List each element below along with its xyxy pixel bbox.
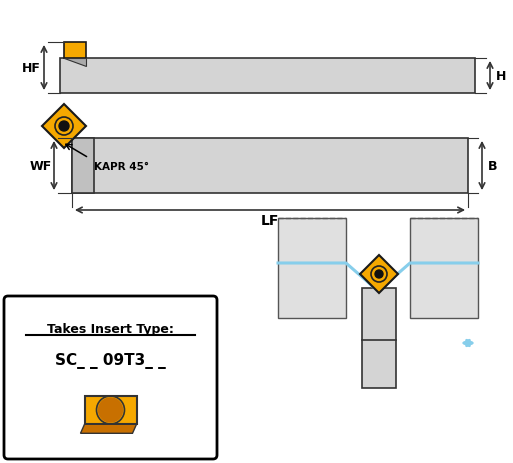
Bar	[72, 139, 468, 194]
Bar	[72, 139, 94, 194]
Polygon shape	[81, 425, 136, 433]
Polygon shape	[85, 396, 136, 425]
Polygon shape	[64, 59, 86, 67]
Bar	[362, 288, 396, 388]
Polygon shape	[360, 256, 398, 294]
Text: LF: LF	[261, 213, 279, 227]
Circle shape	[375, 270, 383, 278]
Polygon shape	[42, 105, 86, 149]
Bar	[278, 219, 346, 319]
Bar	[60, 59, 475, 94]
Text: WF: WF	[30, 160, 52, 173]
Polygon shape	[64, 43, 86, 59]
Text: HF: HF	[22, 62, 41, 75]
Text: H: H	[496, 70, 506, 83]
Text: SC_ _ 09T3_ _: SC_ _ 09T3_ _	[55, 352, 166, 368]
Text: B: B	[488, 160, 498, 173]
Circle shape	[59, 122, 69, 131]
Text: KAPR 45°: KAPR 45°	[94, 162, 149, 172]
Text: Takes Insert Type:: Takes Insert Type:	[47, 322, 174, 335]
Bar	[410, 219, 478, 319]
FancyBboxPatch shape	[4, 296, 217, 459]
Circle shape	[98, 398, 123, 422]
